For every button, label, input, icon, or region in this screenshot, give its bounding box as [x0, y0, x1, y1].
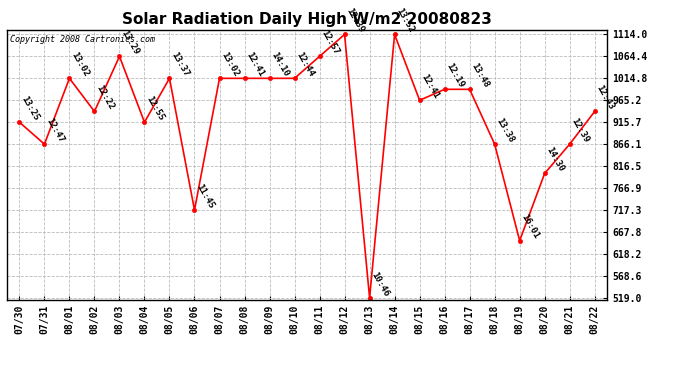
Text: 13:52: 13:52	[395, 7, 416, 34]
Text: 13:02: 13:02	[219, 51, 241, 78]
Text: 12:47: 12:47	[44, 116, 66, 144]
Text: 12:41: 12:41	[244, 51, 266, 78]
Text: 12:39: 12:39	[344, 7, 366, 34]
Text: 11:45: 11:45	[195, 182, 216, 210]
Text: Copyright 2008 Cartronics.com: Copyright 2008 Cartronics.com	[10, 35, 155, 44]
Text: 13:29: 13:29	[119, 28, 141, 56]
Text: 10:46: 10:46	[370, 270, 391, 298]
Text: 12:44: 12:44	[295, 51, 316, 78]
Text: 16:01: 16:01	[520, 213, 541, 241]
Title: Solar Radiation Daily High W/m2 20080823: Solar Radiation Daily High W/m2 20080823	[122, 12, 492, 27]
Text: 14:30: 14:30	[544, 146, 566, 173]
Text: 13:02: 13:02	[70, 51, 90, 78]
Text: 12:57: 12:57	[319, 28, 341, 56]
Text: 13:37: 13:37	[170, 51, 190, 78]
Text: 12:43: 12:43	[595, 84, 616, 111]
Text: 12:22: 12:22	[95, 84, 116, 111]
Text: 12:39: 12:39	[570, 116, 591, 144]
Text: 14:10: 14:10	[270, 51, 290, 78]
Text: 12:19: 12:19	[444, 62, 466, 89]
Text: 13:25: 13:25	[19, 94, 41, 122]
Text: 12:55: 12:55	[144, 94, 166, 122]
Text: 12:41: 12:41	[420, 72, 441, 100]
Text: 13:48: 13:48	[470, 62, 491, 89]
Text: 13:38: 13:38	[495, 116, 516, 144]
